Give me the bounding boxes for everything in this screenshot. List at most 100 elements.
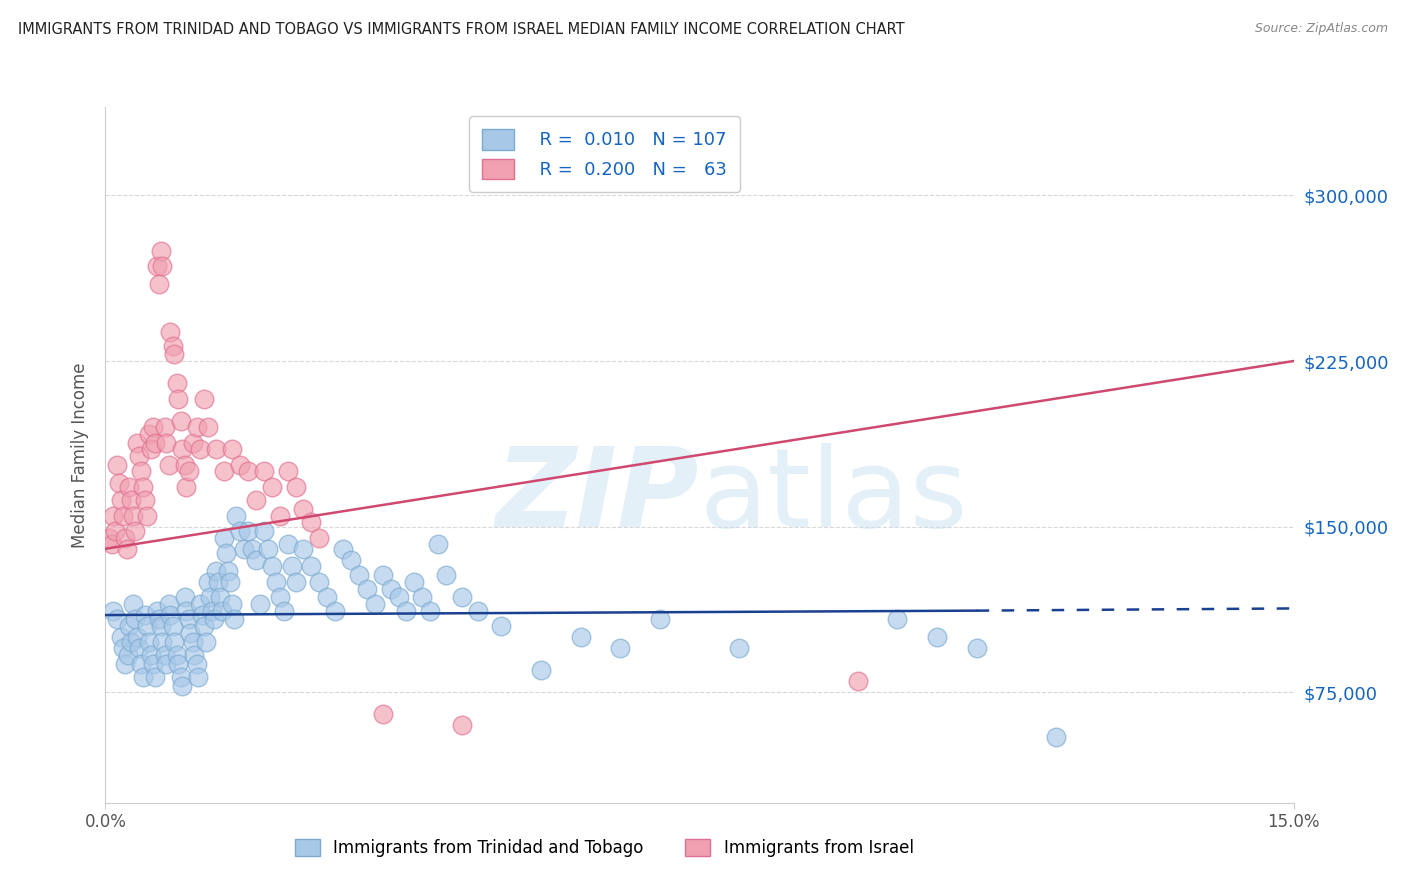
- Point: [846, 674, 869, 689]
- Point: [395, 604, 418, 618]
- Point: [211, 604, 233, 618]
- Point: [143, 435, 166, 450]
- Point: [218, 574, 240, 589]
- Point: [167, 392, 190, 406]
- Point: [299, 559, 322, 574]
- Point: [101, 537, 124, 551]
- Point: [153, 648, 176, 662]
- Point: [173, 458, 195, 472]
- Point: [347, 568, 370, 582]
- Point: [162, 338, 184, 352]
- Point: [138, 634, 160, 648]
- Point: [166, 648, 188, 662]
- Point: [193, 392, 215, 406]
- Point: [530, 663, 553, 677]
- Point: [120, 634, 142, 648]
- Point: [157, 458, 180, 472]
- Point: [179, 625, 201, 640]
- Point: [205, 564, 228, 578]
- Point: [181, 435, 204, 450]
- Point: [105, 458, 128, 472]
- Point: [202, 612, 225, 626]
- Point: [110, 630, 132, 644]
- Text: IMMIGRANTS FROM TRINIDAD AND TOBAGO VS IMMIGRANTS FROM ISRAEL MEDIAN FAMILY INCO: IMMIGRANTS FROM TRINIDAD AND TOBAGO VS I…: [18, 22, 905, 37]
- Point: [183, 648, 205, 662]
- Point: [356, 582, 378, 596]
- Point: [187, 670, 209, 684]
- Point: [177, 612, 200, 626]
- Point: [299, 516, 322, 530]
- Point: [115, 541, 138, 556]
- Point: [332, 541, 354, 556]
- Point: [128, 449, 150, 463]
- Point: [209, 591, 232, 605]
- Point: [163, 634, 186, 648]
- Point: [111, 508, 134, 523]
- Point: [284, 480, 307, 494]
- Point: [149, 244, 172, 258]
- Point: [260, 559, 283, 574]
- Point: [181, 634, 204, 648]
- Point: [155, 435, 177, 450]
- Point: [186, 420, 208, 434]
- Point: [225, 508, 247, 523]
- Point: [117, 648, 139, 662]
- Point: [249, 597, 271, 611]
- Point: [264, 574, 287, 589]
- Point: [221, 597, 243, 611]
- Point: [159, 326, 181, 340]
- Point: [280, 559, 302, 574]
- Point: [450, 718, 472, 732]
- Point: [139, 442, 162, 457]
- Point: [411, 591, 433, 605]
- Point: [190, 442, 212, 457]
- Point: [215, 546, 238, 560]
- Point: [191, 608, 214, 623]
- Point: [155, 657, 177, 671]
- Point: [316, 591, 339, 605]
- Point: [172, 442, 194, 457]
- Point: [195, 634, 218, 648]
- Point: [371, 568, 394, 582]
- Legend: Immigrants from Trinidad and Tobago, Immigrants from Israel: Immigrants from Trinidad and Tobago, Imm…: [288, 832, 921, 864]
- Point: [143, 670, 166, 684]
- Point: [149, 619, 172, 633]
- Point: [273, 604, 295, 618]
- Point: [404, 574, 426, 589]
- Point: [229, 524, 252, 538]
- Point: [105, 612, 128, 626]
- Point: [139, 648, 162, 662]
- Point: [111, 641, 134, 656]
- Point: [118, 619, 141, 633]
- Point: [450, 591, 472, 605]
- Point: [170, 670, 193, 684]
- Point: [380, 582, 402, 596]
- Point: [134, 493, 156, 508]
- Point: [966, 641, 988, 656]
- Point: [292, 541, 315, 556]
- Point: [245, 553, 267, 567]
- Point: [648, 612, 671, 626]
- Point: [174, 604, 197, 618]
- Point: [163, 347, 186, 361]
- Point: [118, 480, 141, 494]
- Point: [153, 420, 176, 434]
- Point: [491, 619, 513, 633]
- Point: [135, 508, 157, 523]
- Point: [207, 574, 229, 589]
- Point: [157, 597, 180, 611]
- Point: [427, 537, 450, 551]
- Point: [886, 612, 908, 626]
- Point: [260, 480, 283, 494]
- Point: [177, 465, 200, 479]
- Point: [138, 426, 160, 441]
- Point: [103, 604, 125, 618]
- Point: [186, 657, 208, 671]
- Point: [198, 591, 221, 605]
- Point: [131, 670, 153, 684]
- Point: [131, 480, 153, 494]
- Point: [308, 574, 330, 589]
- Point: [122, 597, 145, 611]
- Point: [122, 508, 145, 523]
- Point: [236, 465, 259, 479]
